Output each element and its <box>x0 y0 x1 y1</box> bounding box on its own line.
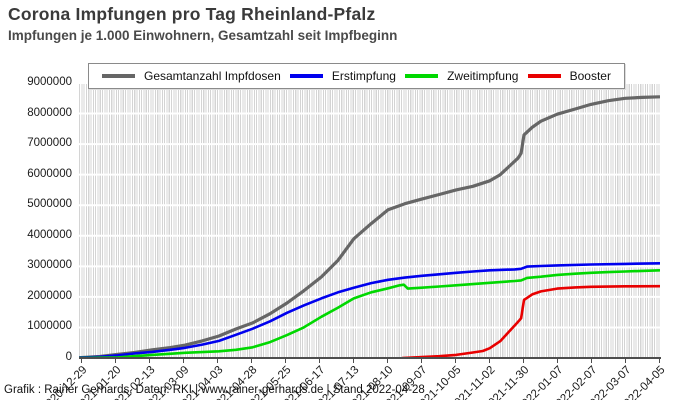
x-axis-tick-mark <box>250 359 252 363</box>
legend-item: Booster <box>527 69 611 83</box>
legend-swatch-line <box>527 74 561 78</box>
plot-area <box>79 83 660 358</box>
x-axis-tick-mark <box>658 359 660 363</box>
x-axis-tick-mark <box>284 359 286 363</box>
legend: Gesamtanzahl Impfdosen Erstimpfung Zweitim… <box>88 63 625 89</box>
y-axis-tick-label: 6000000 <box>27 167 72 180</box>
x-axis-tick-mark <box>488 359 490 363</box>
y-axis-tick-label: 0 <box>65 351 72 363</box>
series-line-booster <box>401 284 660 358</box>
y-axis-tick-label: 5000000 <box>27 198 72 211</box>
x-axis-tick-mark <box>420 359 422 363</box>
series-line-gesamtanzahl-impfdosen <box>79 95 660 358</box>
page-title: Corona Impfungen pro Tag Rheinland-Pfalz <box>8 4 376 24</box>
series-line-zweitimpfung <box>79 269 660 358</box>
legend-swatch-line <box>405 74 439 78</box>
x-axis-tick-mark <box>590 359 592 363</box>
x-axis-tick-mark <box>352 359 354 363</box>
x-axis-tick-mark <box>454 359 456 363</box>
y-axis-tick-label: 4000000 <box>27 228 72 241</box>
y-axis-tick-label: 3000000 <box>27 259 72 272</box>
legend-swatch-line <box>102 74 135 78</box>
y-axis-tick-label: 7000000 <box>27 137 72 150</box>
x-axis-tick-mark <box>386 359 388 363</box>
x-axis-tick-mark <box>114 359 116 363</box>
legend-item: Zweitimpfung <box>405 69 518 83</box>
legend-label: Booster <box>569 69 611 83</box>
x-axis-tick-mark <box>556 359 558 363</box>
y-axis-tick-label: 9000000 <box>27 76 72 88</box>
x-axis-tick-mark <box>182 359 184 363</box>
y-axis-tick-label: 1000000 <box>27 320 72 333</box>
x-axis-tick-mark <box>522 359 524 363</box>
x-axis-tick-mark <box>216 359 218 363</box>
legend-swatch-line <box>289 74 323 78</box>
x-axis-tick-mark <box>148 359 150 363</box>
page-subtitle: Impfungen je 1.000 Einwohnern, Gesamtzah… <box>8 28 398 43</box>
legend-label: Gesamtanzahl Impfdosen <box>144 69 281 83</box>
y-axis-tick-label: 8000000 <box>27 106 72 119</box>
legend-label: Erstimpfung <box>331 69 396 83</box>
x-axis-line <box>79 357 661 359</box>
line-series-svg <box>79 83 660 358</box>
legend-item: Erstimpfung <box>289 69 396 83</box>
x-axis-tick-mark <box>318 359 320 363</box>
legend-item: Gesamtanzahl Impfdosen <box>102 69 281 83</box>
footer-credit: Grafik : Rainer Gerhards, Daten: RKI | w… <box>4 384 425 396</box>
x-axis-tick-mark <box>80 359 82 363</box>
series-line-erstimpfung <box>79 262 660 358</box>
x-axis-tick-mark <box>624 359 626 363</box>
y-axis-tick-label: 2000000 <box>27 289 72 302</box>
legend-label: Zweitimpfung <box>447 69 519 83</box>
